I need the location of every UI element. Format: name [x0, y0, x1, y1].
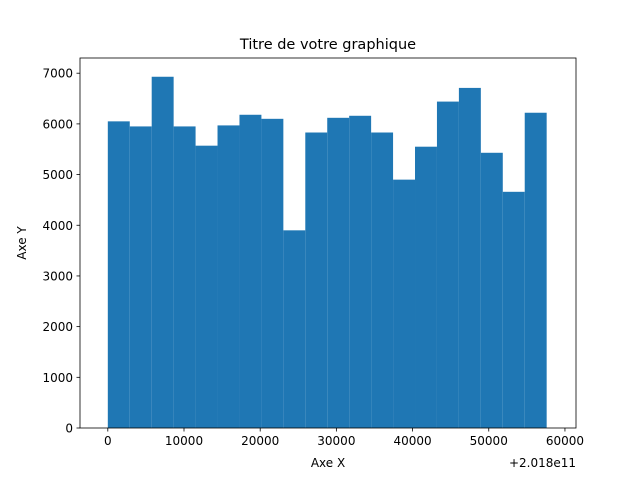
histogram-bar-6: [217, 125, 240, 429]
x-tick-label: 40000: [393, 434, 431, 448]
histogram-bar-2: [129, 126, 152, 429]
y-tick-label: 1000: [42, 371, 73, 385]
histogram-bar-10: [305, 132, 328, 429]
histogram-bar-13: [371, 132, 394, 429]
histogram-bar-15: [415, 146, 437, 429]
histogram-bar-14: [393, 179, 416, 428]
y-tick-label: 5000: [42, 168, 73, 182]
x-tick-label: 20000: [241, 434, 279, 448]
histogram-bar-16: [436, 101, 459, 428]
histogram-bar-7: [239, 114, 262, 428]
x-tick-label: 60000: [546, 434, 584, 448]
x-tick-label: 10000: [165, 434, 203, 448]
histogram-bar-1: [107, 121, 130, 428]
y-tick-label: 6000: [42, 117, 73, 131]
histogram-bar-4: [173, 126, 196, 429]
x-tick-label: 30000: [317, 434, 355, 448]
y-tick-label: 0: [65, 422, 73, 436]
x-axis-ticks: 0 10000 20000 30000 40000 50000 60000: [104, 428, 584, 448]
histogram-bar-17: [458, 87, 481, 428]
bar-group: [107, 76, 547, 429]
y-tick-label: 2000: [42, 320, 73, 334]
x-axis-label: Axe X: [311, 456, 345, 470]
histogram-bar-11: [327, 117, 350, 428]
plot-frame: [79, 57, 577, 429]
x-axis-offset-label: +2.018e11: [509, 456, 576, 470]
y-axis-label: Axe Y: [15, 226, 29, 260]
x-tick-label: 0: [104, 434, 112, 448]
histogram-bar-5: [195, 145, 218, 428]
chart-title: Titre de votre graphique: [239, 37, 416, 53]
histogram-bar-3: [151, 76, 174, 429]
histogram-bar-12: [349, 115, 372, 428]
y-tick-label: 7000: [42, 67, 73, 81]
histogram-bar-18: [480, 152, 503, 428]
histogram-bar-9: [283, 230, 306, 428]
histogram-bar-8: [261, 118, 284, 429]
y-tick-label: 4000: [42, 219, 73, 233]
x-tick-label: 50000: [470, 434, 508, 448]
histogram-bar-19: [502, 191, 525, 428]
y-axis-ticks: 0 1000 2000 3000 4000 5000 6000 7000: [42, 67, 80, 436]
y-tick-label: 3000: [42, 269, 73, 283]
histogram-bar-20: [524, 112, 547, 429]
